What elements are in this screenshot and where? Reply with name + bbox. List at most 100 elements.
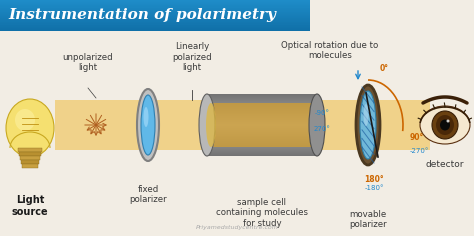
Bar [207, 110, 317, 111]
Text: 0°: 0° [380, 64, 389, 73]
Text: 180°: 180° [364, 175, 384, 184]
Polygon shape [55, 100, 430, 150]
Bar [207, 134, 317, 135]
Bar [0, 6, 310, 7]
Text: fixed
polarizer: fixed polarizer [129, 185, 167, 204]
Bar [22, 164, 38, 168]
Bar [207, 132, 317, 133]
Bar [0, 7, 310, 8]
Text: -180°: -180° [364, 185, 384, 191]
Bar [20, 156, 40, 160]
Bar [0, 22, 310, 23]
Bar [0, 25, 310, 26]
Bar [207, 125, 317, 126]
Bar [207, 98, 317, 99]
Bar [207, 120, 317, 121]
Bar [207, 136, 317, 137]
Ellipse shape [309, 94, 325, 156]
Bar [0, 0, 310, 1]
Bar [207, 105, 317, 106]
Bar [0, 19, 310, 20]
Bar [207, 141, 317, 142]
Bar [207, 119, 317, 120]
Ellipse shape [360, 91, 376, 159]
Bar [207, 140, 317, 141]
Bar [207, 142, 317, 143]
Bar [207, 143, 317, 144]
Ellipse shape [141, 95, 155, 155]
Bar [207, 113, 317, 114]
Bar [207, 118, 317, 119]
Bar [207, 106, 317, 107]
Bar [207, 100, 317, 101]
Bar [0, 18, 310, 19]
Bar [0, 2, 310, 3]
Bar [207, 102, 317, 103]
Text: movable
polarizer: movable polarizer [349, 210, 387, 229]
Text: Optical rotation due to
molecules: Optical rotation due to molecules [282, 41, 379, 60]
Bar [18, 148, 42, 152]
Ellipse shape [137, 89, 159, 161]
Bar [0, 26, 310, 27]
Bar [207, 101, 317, 102]
Bar [207, 123, 317, 124]
Ellipse shape [6, 99, 54, 157]
Ellipse shape [15, 109, 35, 131]
Text: Instrumentation of polarimetry: Instrumentation of polarimetry [8, 8, 276, 22]
Bar [207, 138, 317, 139]
Bar [207, 153, 317, 154]
Bar [0, 4, 310, 5]
Bar [0, 20, 310, 21]
Bar [207, 127, 317, 128]
Bar [207, 130, 317, 131]
Bar [207, 112, 317, 113]
Bar [207, 144, 317, 145]
Bar [207, 121, 317, 122]
Bar [207, 148, 317, 149]
Bar [207, 122, 317, 123]
Bar [207, 95, 317, 96]
Bar [211, 103, 313, 147]
Bar [207, 115, 317, 116]
Bar [207, 94, 317, 95]
Bar [0, 21, 310, 22]
Bar [207, 97, 317, 98]
Bar [207, 139, 317, 140]
Bar [207, 137, 317, 138]
Text: Linearly
polarized
light: Linearly polarized light [172, 42, 212, 72]
Bar [0, 11, 310, 12]
Text: unpolarized
light: unpolarized light [63, 53, 113, 72]
Ellipse shape [432, 111, 458, 139]
Bar [207, 131, 317, 132]
Bar [0, 24, 310, 25]
Bar [207, 145, 317, 146]
Ellipse shape [440, 119, 450, 131]
Bar [0, 14, 310, 15]
Bar [0, 15, 310, 16]
Text: 270°: 270° [313, 126, 330, 132]
Bar [207, 154, 317, 155]
Bar [207, 96, 317, 97]
Bar [0, 17, 310, 18]
Bar [207, 124, 317, 125]
Text: -270°: -270° [410, 148, 429, 154]
Bar [207, 128, 317, 129]
Ellipse shape [447, 119, 449, 122]
Bar [207, 149, 317, 150]
Ellipse shape [364, 104, 368, 126]
Bar [0, 5, 310, 6]
Text: 90°: 90° [410, 132, 424, 142]
Bar [207, 150, 317, 151]
Text: -90°: -90° [315, 110, 330, 116]
Bar [0, 3, 310, 4]
Bar [21, 160, 39, 164]
Bar [0, 8, 310, 9]
Bar [0, 30, 310, 31]
Ellipse shape [436, 115, 454, 135]
Bar [207, 147, 317, 148]
Bar [0, 13, 310, 14]
Bar [0, 29, 310, 30]
Ellipse shape [206, 103, 216, 147]
Text: sample cell
containing molecules
for study: sample cell containing molecules for stu… [216, 198, 308, 228]
Ellipse shape [356, 85, 380, 165]
